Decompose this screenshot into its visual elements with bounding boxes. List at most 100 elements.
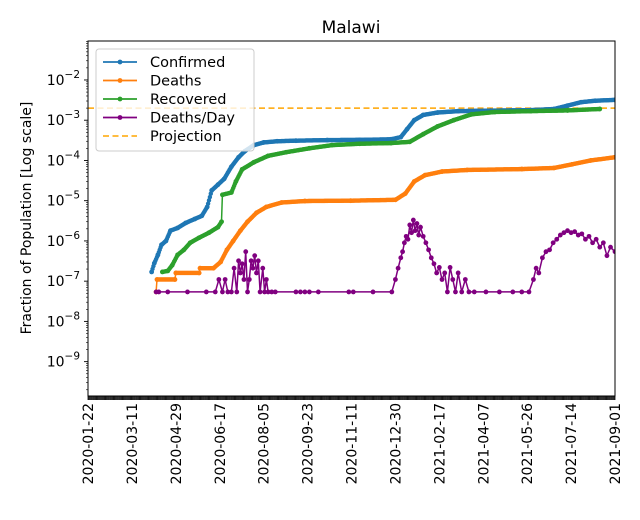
series-deaths-day (153, 217, 615, 295)
data-point (586, 233, 592, 239)
y-tick-label: 10−5 (47, 190, 80, 210)
data-point (245, 289, 250, 295)
data-point (220, 289, 225, 295)
data-point (255, 258, 261, 264)
data-point (496, 289, 502, 295)
x-tick-label: 2020-01-22 (81, 403, 97, 484)
data-point (471, 289, 477, 295)
data-point (462, 277, 468, 282)
series-layer (88, 97, 615, 295)
legend-label: Recovered (150, 92, 226, 108)
data-point (554, 236, 560, 242)
data-point (212, 289, 218, 295)
data-point (597, 244, 603, 250)
y-axis: 10−9 10−8 10−7 10−6 10−5 10−4 10−3 10−2 (47, 41, 88, 391)
data-point (216, 277, 222, 282)
x-tick-label: 2020-04-29 (169, 403, 185, 484)
data-point (604, 253, 610, 259)
data-point (395, 265, 401, 271)
legend-entry: Projection (103, 129, 222, 145)
data-point (526, 289, 532, 295)
data-point (172, 277, 178, 282)
data-point (393, 277, 398, 282)
data-point (196, 270, 202, 276)
data-point (593, 236, 599, 242)
data-point (272, 289, 278, 295)
series-recovered (159, 106, 603, 275)
data-point (510, 289, 516, 295)
data-point (547, 247, 552, 253)
x-tick-label: 2020-12-30 (388, 403, 404, 484)
data-point (222, 277, 228, 282)
data-point (444, 289, 450, 295)
data-point (447, 264, 453, 270)
data-point (398, 255, 404, 261)
data-point (543, 249, 549, 255)
x-tick-label: 2020-06-17 (213, 403, 229, 484)
data-point (234, 289, 240, 295)
data-point (550, 240, 556, 246)
data-point (405, 236, 411, 242)
y-axis-label: Fraction of Population [Log scale] (19, 102, 35, 335)
series-deaths (153, 154, 615, 295)
data-point (250, 265, 256, 271)
data-point (531, 277, 536, 282)
data-point (246, 277, 252, 282)
data-point (410, 217, 416, 223)
data-point (241, 277, 247, 282)
data-point (579, 231, 585, 237)
data-point (370, 289, 376, 295)
data-point (298, 289, 303, 295)
data-point (442, 270, 448, 276)
data-point (612, 155, 615, 160)
data-point (612, 97, 615, 103)
data-point (231, 265, 237, 271)
legend-entry: Recovered (103, 92, 226, 108)
data-point (165, 289, 171, 295)
data-point (565, 228, 570, 234)
y-tick-label: 10−8 (47, 310, 80, 330)
data-point (248, 258, 254, 264)
x-tick-label: 2021-09-01 (608, 403, 624, 484)
x-axis: 2020-01-22 2020-03-11 2020-04-29 2020-06-17… (81, 396, 624, 484)
x-tick-label: 2020-03-11 (125, 403, 141, 484)
data-point (389, 289, 395, 295)
legend-entry: Confirmed (103, 55, 225, 71)
data-point (346, 289, 352, 295)
data-point (455, 270, 461, 276)
data-point (557, 232, 563, 238)
data-point (207, 194, 213, 200)
x-tick-label: 2020-11-11 (345, 403, 361, 484)
data-point (420, 233, 426, 239)
data-point (237, 270, 243, 276)
data-point (239, 261, 245, 267)
data-point (428, 255, 434, 261)
data-point (262, 289, 267, 295)
data-point (453, 289, 458, 295)
data-point (409, 230, 414, 236)
data-point (205, 204, 210, 210)
data-point (350, 289, 356, 295)
y-tick-label: 10−4 (47, 149, 81, 169)
legend-marker (117, 59, 123, 65)
data-point (156, 289, 162, 295)
legend-entry: Deaths/Day (103, 111, 235, 127)
data-point (436, 264, 442, 270)
data-point (519, 289, 525, 295)
data-point (257, 289, 263, 295)
data-point (418, 224, 423, 230)
y-tick-label: 10−3 (47, 109, 80, 129)
data-point (185, 289, 190, 295)
legend-label: Confirmed (150, 55, 225, 71)
data-point (205, 201, 211, 206)
data-point (293, 289, 299, 295)
data-point (243, 249, 249, 255)
data-point (208, 191, 213, 196)
data-point (561, 230, 567, 236)
x-tick-label: 2021-04-07 (476, 403, 492, 484)
data-point (260, 265, 266, 271)
data-point (536, 270, 542, 276)
legend-box (95, 48, 255, 152)
data-point (434, 270, 440, 276)
data-point (203, 289, 209, 295)
